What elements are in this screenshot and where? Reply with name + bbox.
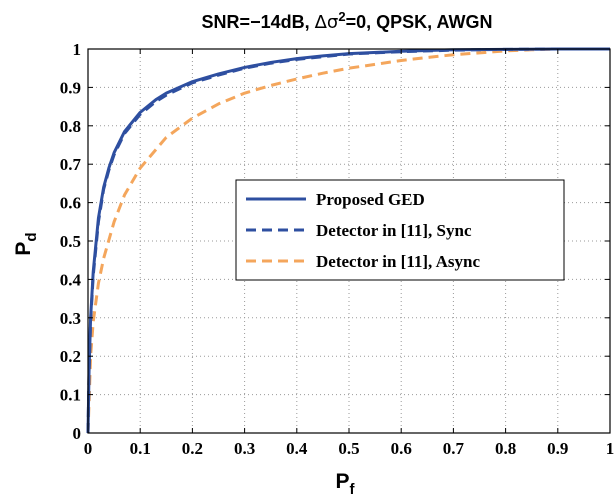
chart-title: SNR=−14dB, Δσ2=0, QPSK, AWGN	[202, 9, 493, 34]
x-tick-label: 0.8	[495, 439, 516, 458]
y-tick-label: 0.3	[60, 309, 81, 328]
x-tick-label: 1	[606, 439, 615, 458]
legend-label-proposed-ged: Proposed GED	[316, 190, 425, 209]
y-tick-label: 0	[73, 424, 82, 443]
y-tick-label: 0.9	[60, 78, 81, 97]
legend-label-async: Detector in [11], Async	[316, 252, 480, 271]
legend: Proposed GED Detector in [11], Sync Dete…	[235, 179, 565, 281]
series-line-2	[86, 47, 610, 434]
y-tick-label: 0.2	[60, 347, 81, 366]
x-tick-label: 0	[84, 439, 93, 458]
series-lines	[86, 47, 610, 434]
x-tick-label: 0.6	[391, 439, 412, 458]
x-tick-label: 0.2	[182, 439, 203, 458]
x-tick-label: 0.3	[234, 439, 255, 458]
x-tick-label: 0.1	[130, 439, 151, 458]
legend-box	[235, 179, 565, 281]
y-tick-label: 0.5	[60, 232, 81, 251]
y-tick-label: 0.7	[60, 155, 82, 174]
x-tick-label: 0.5	[338, 439, 359, 458]
y-tick-label: 0.6	[60, 194, 81, 213]
x-tick-label: 0.4	[286, 439, 308, 458]
y-tick-label: 0.1	[60, 386, 81, 405]
x-tick-label: 0.7	[443, 439, 465, 458]
y-axis-label: Pd	[12, 232, 40, 255]
y-tick-label: 1	[73, 40, 82, 59]
series-line-1	[86, 47, 610, 434]
ticks: 0 0.1 0.2 0.3 0.4 0.5 0.6 0.7 0.8 0.9 1 0 0.1 0.2 0.3 0…	[60, 40, 615, 458]
x-axis-label: Pf	[335, 470, 355, 498]
x-tick-label: 0.9	[547, 439, 568, 458]
y-tick-label: 0.4	[60, 270, 82, 289]
y-tick-label: 0.8	[60, 117, 81, 136]
legend-label-sync: Detector in [11], Sync	[316, 221, 472, 240]
